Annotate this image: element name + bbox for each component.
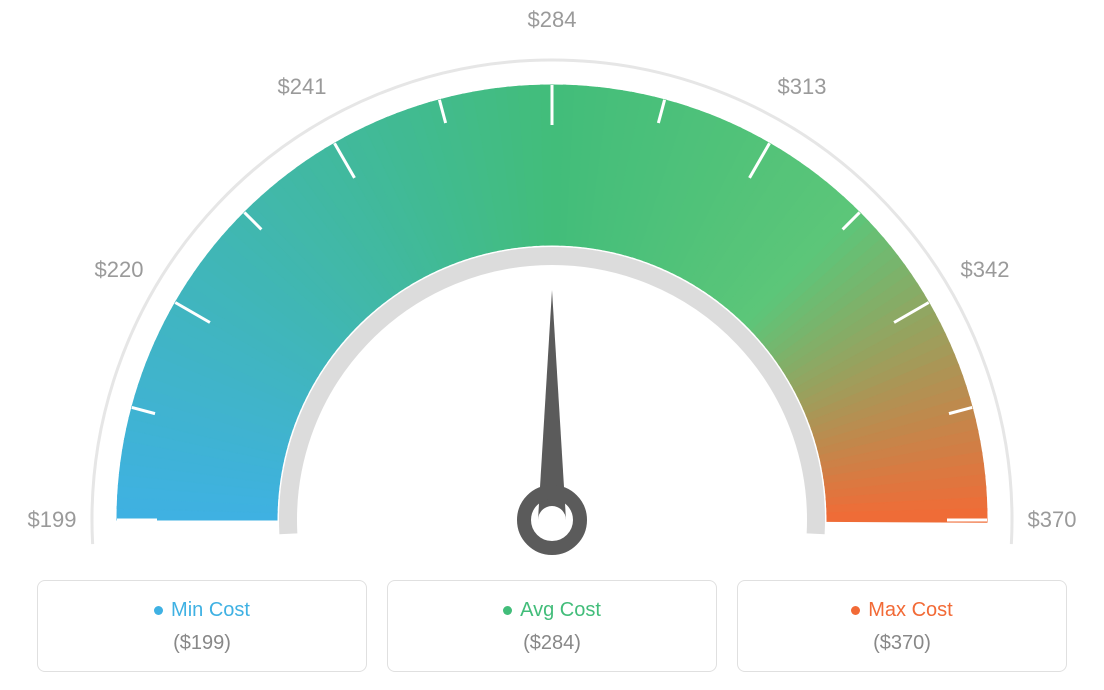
legend-avg-title: Avg Cost (503, 599, 601, 622)
legend-avg-label: Avg Cost (520, 599, 601, 622)
gauge-svg (0, 0, 1104, 560)
legend-max: Max Cost ($370) (737, 580, 1067, 672)
legend-avg-dot (503, 606, 512, 615)
legend-max-dot (851, 606, 860, 615)
gauge-tick-label: $199 (28, 507, 77, 533)
legend-min: Min Cost ($199) (37, 580, 367, 672)
gauge-tick-label: $284 (528, 7, 577, 33)
legend-max-title: Max Cost (851, 599, 952, 622)
gauge-tick-label: $370 (1028, 507, 1077, 533)
legend-min-dot (154, 606, 163, 615)
legend-avg-value: ($284) (398, 632, 706, 655)
gauge-tick-label: $313 (778, 74, 827, 100)
gauge-tick-label: $241 (278, 74, 327, 100)
legend-min-value: ($199) (48, 632, 356, 655)
legend-max-value: ($370) (748, 632, 1056, 655)
legend-avg: Avg Cost ($284) (387, 580, 717, 672)
legend-max-label: Max Cost (868, 599, 952, 622)
gauge-tick-label: $342 (961, 257, 1010, 283)
gauge-chart: $199 $220 $241 $284 $313 $342 $370 (0, 0, 1104, 560)
legend-min-title: Min Cost (154, 599, 250, 622)
gauge-tick-label: $220 (95, 257, 144, 283)
legend-min-label: Min Cost (171, 599, 250, 622)
legend-row: Min Cost ($199) Avg Cost ($284) Max Cost… (0, 580, 1104, 672)
